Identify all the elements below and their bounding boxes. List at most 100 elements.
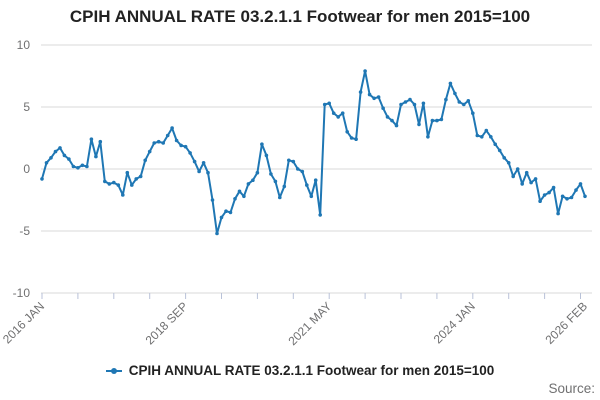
data-point (475, 133, 480, 138)
data-point (520, 182, 524, 186)
data-point (556, 211, 560, 216)
data-point (62, 153, 67, 158)
data-point (336, 115, 341, 119)
data-point (318, 213, 323, 217)
data-point (71, 164, 76, 169)
data-point (313, 178, 318, 182)
data-point (493, 142, 498, 146)
y-tick-label: -10 (13, 286, 31, 300)
data-point (331, 111, 336, 115)
x-tick-label: 2024 JAN (431, 299, 478, 346)
data-point (215, 231, 219, 236)
data-point (363, 69, 367, 73)
x-tick-label: 2018 SEP (143, 299, 191, 347)
data-point (228, 210, 233, 215)
legend-line-marker-icon (105, 367, 122, 374)
data-point (471, 111, 475, 115)
data-point (282, 184, 287, 189)
x-axis-labels: 2016 JAN 2018 SEP 2021 MAY 2024 JAN 2026 FEB (0, 299, 590, 348)
data-point (448, 81, 453, 86)
x-tick-label: 2016 JAN (0, 299, 47, 346)
data-point (390, 118, 394, 123)
data-point (435, 118, 439, 123)
data-point (327, 101, 332, 106)
y-tick-label: 10 (17, 38, 31, 52)
data-point (542, 193, 547, 197)
data-point (264, 153, 269, 158)
data-point (40, 177, 44, 181)
series-line (41, 70, 586, 235)
data-point (497, 148, 502, 153)
data-point (358, 90, 363, 94)
x-tick-label: 2021 MAY (285, 299, 334, 348)
data-point (381, 106, 385, 110)
data-point (376, 95, 381, 99)
data-point (426, 135, 430, 139)
data-point (524, 170, 529, 175)
data-point (49, 156, 53, 160)
data-point (170, 126, 174, 130)
data-point (372, 96, 376, 101)
data-point (138, 174, 143, 179)
data-point (565, 197, 569, 201)
data-point (174, 138, 179, 143)
data-point (538, 199, 542, 203)
data-point (399, 102, 403, 107)
data-point (121, 193, 125, 197)
data-point (53, 149, 58, 154)
data-point (367, 92, 372, 97)
data-point (116, 183, 121, 187)
data-point (183, 144, 188, 149)
data-point (421, 101, 426, 106)
data-point (533, 177, 538, 181)
data-point (219, 215, 224, 220)
data-point (269, 172, 273, 176)
data-point (188, 151, 192, 155)
x-axis-ticks (41, 293, 582, 299)
data-point (94, 154, 98, 159)
data-point (103, 179, 107, 184)
data-point (480, 135, 484, 139)
data-point (305, 183, 309, 187)
data-point (439, 117, 444, 122)
data-point (417, 122, 421, 127)
data-point-markers (40, 69, 587, 236)
data-point (246, 182, 251, 186)
data-point (466, 99, 471, 103)
data-point (385, 115, 390, 119)
data-point (484, 128, 489, 133)
data-point (107, 182, 112, 186)
data-point (300, 169, 305, 174)
x-tick-label: 2026 FEB (542, 299, 590, 347)
y-tick-label: -5 (19, 224, 30, 238)
data-point (210, 198, 215, 202)
data-point (224, 209, 228, 213)
data-point (457, 100, 462, 104)
data-point (197, 169, 201, 174)
data-point (260, 142, 264, 146)
data-point (444, 97, 448, 102)
data-point (349, 136, 354, 140)
data-point (515, 167, 520, 171)
data-point (583, 194, 587, 199)
data-point (489, 135, 493, 139)
data-point (165, 133, 170, 138)
data-point (233, 197, 237, 201)
legend-dot-icon (110, 367, 117, 374)
data-point (58, 146, 62, 150)
data-point (130, 183, 134, 187)
data-point (255, 170, 260, 175)
data-point (273, 179, 278, 184)
data-point (278, 195, 282, 200)
data-point (251, 178, 255, 182)
data-point (89, 137, 94, 141)
data-point (309, 194, 314, 199)
legend-item-cpih-series[interactable]: CPIH ANNUAL RATE 03.2.1.1 Footwear for m… (105, 363, 494, 378)
data-point (152, 141, 156, 145)
data-point (98, 139, 103, 144)
legend: CPIH ANNUAL RATE 03.2.1.1 Footwear for m… (0, 363, 600, 378)
data-point (80, 163, 85, 168)
data-point (529, 180, 533, 185)
data-point (340, 111, 345, 115)
